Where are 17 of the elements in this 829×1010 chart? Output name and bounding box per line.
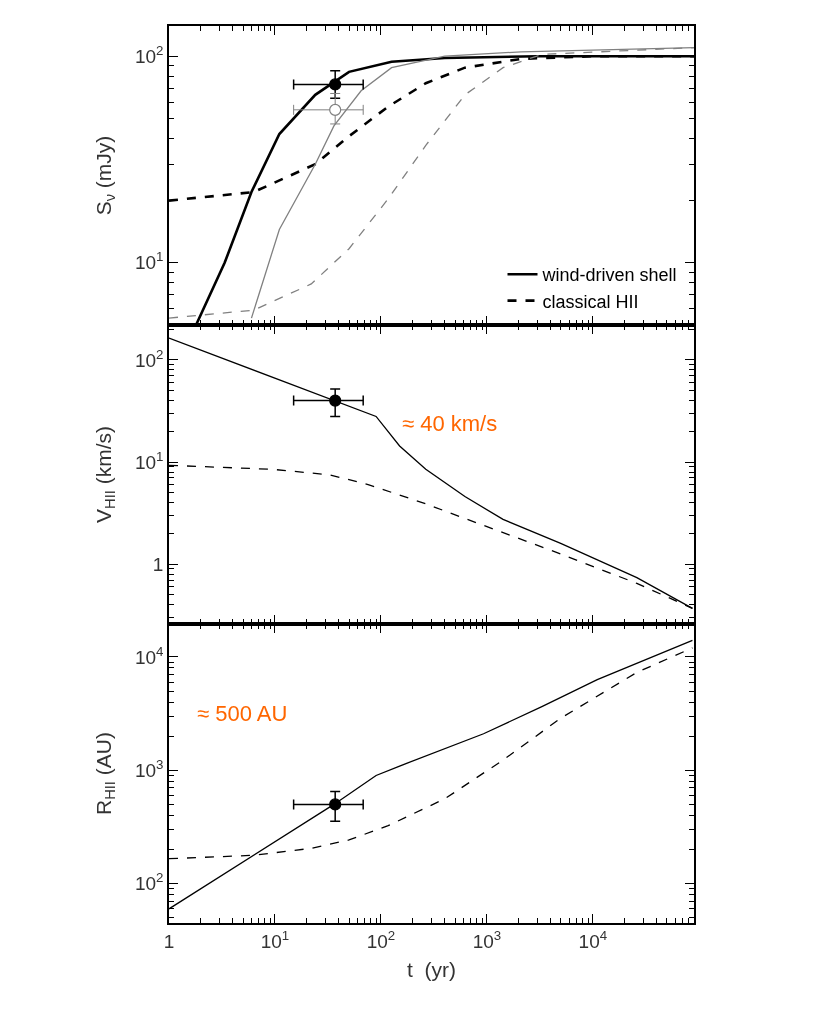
y-tick-label: 10$^{3}$ — [134, 756, 164, 781]
x-tick-label: 10$^{4}$ — [578, 927, 608, 952]
annotation: ≈ 40 km/s — [402, 411, 498, 436]
y-tick-label: 10$^{2}$ — [134, 870, 164, 895]
annotation: ≈ 500 AU — [197, 701, 288, 726]
legend-label: classical HII — [542, 291, 639, 312]
x-tick-label: 10$^{2}$ — [366, 927, 396, 952]
y-tick-label: 10$^{1}$ — [134, 249, 164, 274]
x-tick-label: 10$^{1}$ — [260, 927, 290, 952]
y-tick-label: 10$^{4}$ — [134, 643, 164, 668]
y-tick-label: 10$^{1}$ — [134, 448, 164, 473]
x-axis-title: t (yr) — [407, 958, 456, 982]
y-tick-label: 10$^{2}$ — [134, 346, 164, 371]
y-tick-label: 10$^{2}$ — [134, 42, 164, 67]
legend-label: wind-driven shell — [541, 265, 677, 286]
x-tick-label: 10$^{3}$ — [472, 927, 502, 952]
y-tick-label: 1 — [152, 553, 164, 575]
